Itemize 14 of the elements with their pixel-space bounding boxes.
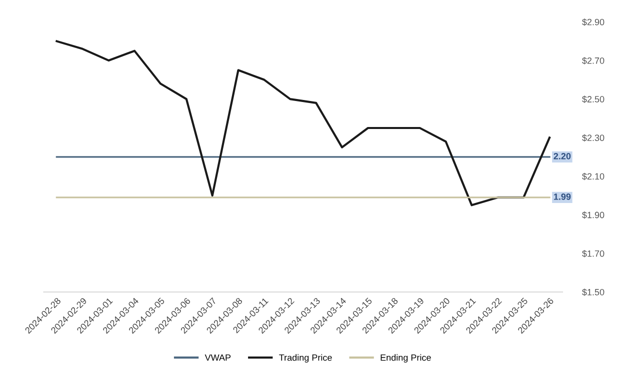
y-tick-label: $1.70 <box>582 250 604 258</box>
y-tick-label: $2.70 <box>582 57 604 64</box>
line-series <box>56 40 551 206</box>
legend-label: Ending Price <box>380 354 431 363</box>
y-tick-label: $1.90 <box>582 211 604 219</box>
y-tick-label: $2.50 <box>582 96 604 103</box>
y-tick-label: $1.50 <box>582 288 604 296</box>
y-tick-label: $2.90 <box>582 18 604 26</box>
legend-label: Trading Price <box>279 354 332 363</box>
y-tick-label: $2.30 <box>582 134 604 142</box>
y-tick-label: $2.10 <box>582 172 604 180</box>
data-label: 1.99 <box>554 193 571 200</box>
legend-label: VWAP <box>204 354 231 361</box>
data-label: 2.20 <box>554 152 571 160</box>
